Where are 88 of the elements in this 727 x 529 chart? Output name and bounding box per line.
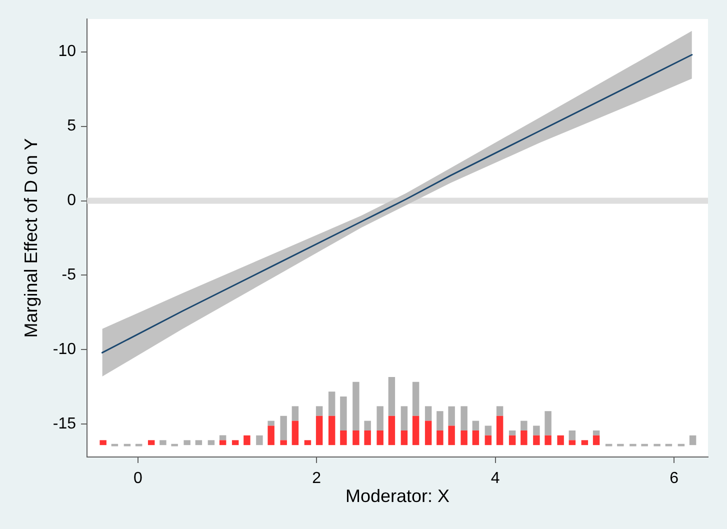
bar	[219, 435, 226, 440]
bar	[328, 392, 336, 416]
bar	[352, 382, 360, 430]
bar	[484, 426, 492, 436]
bar	[292, 406, 299, 421]
y-tick-label: -5	[62, 266, 76, 284]
bar	[557, 435, 564, 446]
bar	[665, 444, 672, 446]
bar	[424, 406, 432, 421]
bar	[581, 440, 588, 446]
bar	[533, 435, 540, 446]
bar	[496, 406, 504, 416]
y-tick-label: 5	[67, 118, 76, 135]
bar	[364, 420, 371, 430]
bar	[400, 430, 408, 446]
y-tick-label: 10	[58, 43, 76, 60]
bar	[280, 416, 287, 440]
y-axis-title: Marginal Effect of D on Y	[20, 138, 41, 338]
bar	[544, 411, 552, 436]
bar	[484, 435, 492, 446]
bar	[460, 430, 468, 446]
bar	[448, 426, 455, 446]
bar	[280, 440, 287, 446]
bar	[496, 416, 504, 446]
bar	[472, 430, 480, 446]
bar	[195, 440, 202, 446]
bar	[508, 435, 516, 446]
bar	[111, 444, 118, 446]
x-axis-title: Moderator: X	[345, 486, 450, 506]
bar	[352, 430, 360, 446]
bar	[472, 420, 480, 430]
bar	[568, 430, 576, 440]
bar	[160, 440, 166, 446]
bar	[268, 420, 274, 426]
bar	[328, 416, 336, 446]
bar	[400, 406, 408, 430]
bar	[219, 440, 226, 446]
bar	[148, 440, 155, 446]
bar	[388, 377, 396, 416]
bar	[436, 411, 444, 430]
bar	[244, 435, 250, 446]
bar	[412, 416, 420, 446]
y-tick-label: -15	[52, 416, 76, 433]
bar	[617, 444, 624, 446]
bar	[508, 430, 516, 436]
bar	[364, 430, 371, 446]
bar	[304, 440, 312, 446]
bar	[460, 406, 468, 430]
bar	[520, 420, 528, 430]
bar	[376, 406, 384, 430]
x-tick-label: 4	[490, 470, 500, 488]
bar	[256, 435, 263, 446]
bar	[424, 420, 432, 446]
x-tick-label: 0	[133, 470, 142, 488]
bar	[568, 440, 576, 446]
bar	[388, 416, 396, 446]
bar	[340, 430, 347, 446]
bar	[124, 444, 131, 446]
bar	[412, 382, 420, 416]
bar	[340, 396, 347, 430]
bar	[641, 444, 648, 446]
bar	[208, 440, 215, 446]
bar	[316, 416, 323, 446]
bar	[376, 430, 384, 446]
bar	[171, 444, 178, 446]
y-tick-label: -10	[52, 341, 76, 358]
bar	[135, 444, 142, 446]
bar	[316, 406, 323, 416]
bar	[533, 426, 540, 436]
bar	[268, 426, 274, 446]
bar	[232, 440, 239, 446]
bar	[292, 420, 299, 446]
bar	[678, 444, 685, 446]
bar	[592, 435, 600, 446]
bar	[184, 440, 190, 446]
bar	[448, 406, 455, 426]
y-tick-label: 0	[67, 192, 76, 210]
bar	[630, 444, 636, 446]
bar	[654, 444, 660, 446]
bar	[592, 430, 600, 436]
bar	[436, 430, 444, 446]
bar	[689, 435, 696, 446]
x-tick-label: 6	[670, 470, 679, 488]
bar	[520, 430, 528, 446]
bar	[100, 440, 106, 446]
bar	[544, 435, 552, 446]
bar	[605, 444, 612, 446]
x-tick-label: 2	[312, 470, 322, 488]
